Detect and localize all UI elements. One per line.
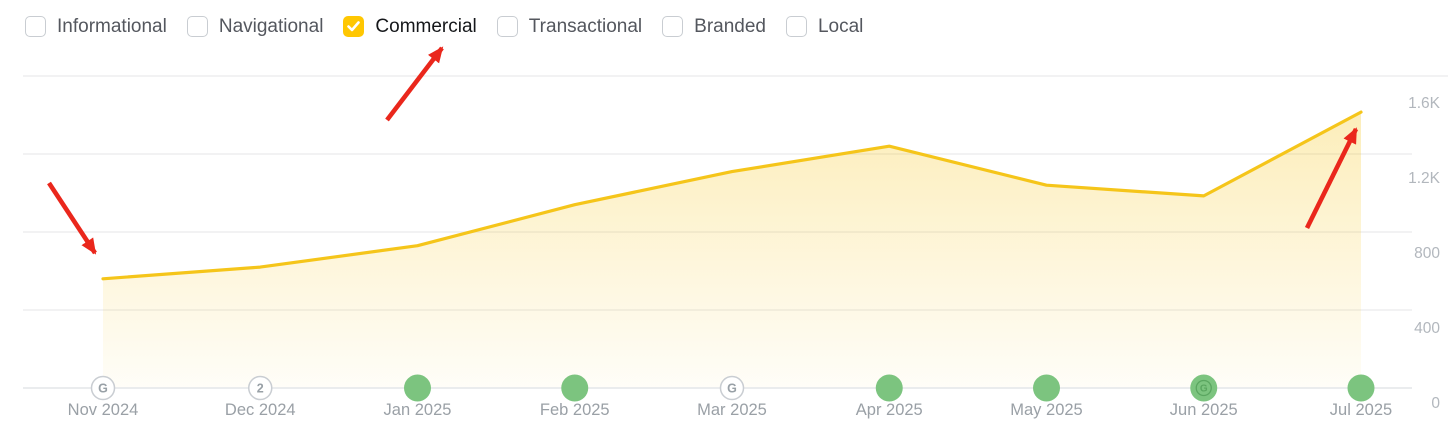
ytick-label: 1.6K: [1408, 95, 1441, 112]
annotation-arrow-trend-end: [1304, 127, 1359, 230]
area-fill: [103, 112, 1361, 388]
checkbox-branded[interactable]: [662, 16, 684, 37]
intent-filter-bar: Informational Navigational Commercial Tr…: [25, 15, 863, 38]
x-marker-green-dot[interactable]: [875, 374, 903, 402]
ytick-label: 400: [1414, 320, 1440, 337]
month-label: Nov 2024: [68, 401, 139, 419]
month-label: Jan 2025: [384, 401, 452, 419]
ytick-label: 800: [1414, 245, 1440, 262]
filter-item-branded[interactable]: Branded: [662, 15, 766, 38]
filter-item-local[interactable]: Local: [785, 15, 864, 38]
trend-line: [101, 110, 1363, 281]
filter-label: Commercial: [375, 16, 477, 37]
filter-item-transactional[interactable]: Transactional: [496, 15, 643, 38]
month-label: Jun 2025: [1170, 401, 1238, 419]
x-marker-count-badge[interactable]: 2: [248, 375, 273, 401]
filter-label: Informational: [57, 16, 167, 37]
x-marker-green-dot[interactable]: [1347, 374, 1375, 402]
month-label: Dec 2024: [225, 401, 296, 419]
x-marker-green-dot[interactable]: [1033, 374, 1060, 402]
checkbox-informational[interactable]: [25, 16, 46, 37]
svg-text:G: G: [1200, 384, 1208, 395]
checkbox-navigational[interactable]: [186, 16, 208, 37]
annotation-arrow-commercial-filter: [385, 46, 444, 122]
filter-label: Local: [817, 16, 864, 37]
month-label: Feb 2025: [540, 401, 610, 419]
svg-text:G: G: [98, 382, 108, 396]
filter-label: Branded: [694, 16, 766, 37]
check-icon: [347, 21, 361, 32]
month-label: Jul 2025: [1330, 401, 1392, 419]
checkbox-commercial[interactable]: [343, 16, 365, 37]
x-marker-google-update[interactable]: G: [719, 375, 745, 401]
month-label: Apr 2025: [856, 401, 923, 419]
ytick-label: 1.2K: [1408, 170, 1441, 187]
filter-item-informational[interactable]: Informational: [25, 15, 167, 38]
filter-item-commercial[interactable]: Commercial: [343, 15, 477, 38]
month-label: May 2025: [1010, 401, 1082, 419]
filter-label: Transactional: [528, 16, 643, 37]
ytick-label: 0: [1431, 395, 1440, 412]
x-marker-google-update[interactable]: G: [90, 375, 116, 401]
svg-text:2: 2: [257, 382, 264, 396]
filter-item-navigational[interactable]: Navigational: [186, 15, 324, 38]
filter-label: Navigational: [218, 16, 324, 37]
checkbox-local[interactable]: [785, 16, 807, 37]
month-label: Mar 2025: [697, 401, 767, 419]
x-marker-green-dot-google[interactable]: G: [1190, 374, 1218, 402]
checkbox-transactional[interactable]: [496, 16, 518, 37]
x-marker-green-dot[interactable]: [561, 374, 589, 402]
svg-text:G: G: [727, 382, 737, 396]
x-marker-green-dot[interactable]: [404, 374, 431, 402]
annotation-arrow-trend-start: [47, 181, 97, 255]
